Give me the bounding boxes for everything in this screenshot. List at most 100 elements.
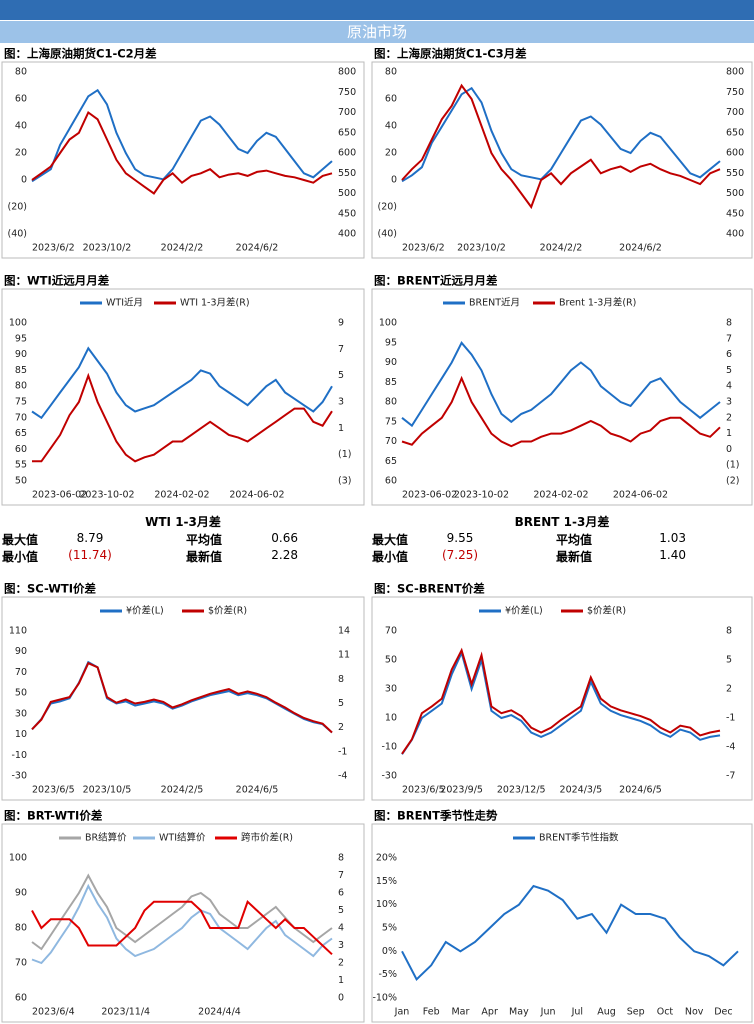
x-tick-label: Dec [714,1007,732,1018]
y-tick-label: 70 [385,436,397,447]
y-tick-label: 80 [15,67,27,78]
y2-tick-label: 0 [726,444,732,455]
legend-label: Brent 1-3月差(R) [559,297,636,309]
y2-tick-label: 700 [726,107,744,118]
y-tick-label: 10% [376,899,397,910]
x-tick-label: Jan [394,1007,410,1018]
series-line [31,661,333,734]
y2-tick-label: (1) [726,460,739,471]
x-tick-label: 2024-06-02 [613,490,668,501]
y2-tick-label: 1 [338,975,344,986]
y2-tick-label: 400 [338,229,356,240]
x-tick-label: Jul [571,1007,583,1018]
legend-label: WTI结算价 [159,832,206,844]
stat-value: 1.40 [659,548,686,562]
x-tick-label: 2024/6/5 [619,785,662,796]
series-line [31,883,333,965]
y-tick-label: -5% [379,969,398,980]
y-tick-label: 30 [385,684,397,695]
y2-tick-label: 7 [338,870,344,881]
legend-label: WTI近月 [106,297,143,309]
y2-tick-label: (2) [726,476,739,487]
stat-label: 最新值 [556,550,593,564]
legend-label: WTI 1-3月差(R) [180,297,250,309]
stat-label: 最大值 [372,533,409,547]
y2-tick-label: -1 [726,713,735,724]
x-tick-label: 2023/10/2 [83,243,132,254]
y-tick-label: -30 [11,771,27,782]
stat-value: 8.79 [76,531,104,545]
series-line [401,86,721,183]
y-tick-label: 0% [382,946,397,957]
y-tick-label: 100 [379,318,397,329]
y2-tick-label: 750 [338,87,356,98]
legend-label: $价差(R) [208,605,247,617]
x-tick-label: 2023/10/5 [83,785,132,796]
y-tick-label: 80 [15,381,27,392]
x-tick-label: 2023/6/4 [32,1007,75,1018]
x-tick-label: Oct [657,1007,674,1018]
legend-label: BRENT季节性指数 [539,832,619,844]
y-tick-label: 90 [15,888,27,899]
x-tick-label: May [509,1007,529,1018]
y-tick-label: 60 [385,476,397,487]
y2-tick-label: 5 [338,370,344,381]
y-tick-label: 20% [376,853,397,864]
stat-title: BRENT 1-3月差 [514,515,610,529]
y-tick-label: (20) [377,202,397,213]
y2-tick-label: (3) [338,476,351,487]
y-tick-label: 50 [385,655,397,666]
y-tick-label: 65 [15,428,27,439]
series-line [31,900,333,956]
x-tick-label: 2023-06-02 [32,490,87,501]
y-tick-label: 5% [382,923,397,934]
top-bar [0,0,754,20]
y-tick-label: 0 [21,175,27,186]
x-tick-label: Feb [423,1007,440,1018]
y-tick-label: (40) [377,229,397,240]
chart-title: 图：上海原油期货C1-C2月差 [4,47,157,61]
y2-tick-label: 550 [726,168,744,179]
x-tick-label: 2024/3/5 [560,785,603,796]
stat-label: 最小值 [372,550,409,564]
stat-label: 平均值 [556,533,593,547]
stat-label: 最小值 [2,550,39,564]
y2-tick-label: 0 [338,993,344,1004]
y-tick-label: 85 [15,365,27,376]
y-tick-label: -10 [381,742,397,753]
x-tick-label: 2023/9/5 [440,785,483,796]
y2-tick-label: 5 [338,905,344,916]
y-tick-label: 80 [15,923,27,934]
x-tick-label: 2024/6/2 [619,243,662,254]
y2-tick-label: 1 [338,423,344,434]
y2-tick-label: 450 [726,208,744,219]
chart-frame [371,823,753,1023]
chart-frame [1,61,365,259]
chart-title: 图：WTI近远月月差 [4,274,110,288]
x-tick-label: Mar [451,1007,469,1018]
y-tick-label: 90 [15,646,27,657]
x-tick-label: 2024/2/2 [540,243,583,254]
y-tick-label: 75 [385,416,397,427]
y2-tick-label: -4 [338,771,347,782]
y2-tick-label: 450 [338,208,356,219]
y2-tick-label: 8 [726,626,732,637]
chart-title: 图：SC-WTI价差 [4,582,97,596]
series-line [32,372,333,463]
y-tick-label: 80 [385,67,397,78]
y-tick-label: 70 [15,958,27,969]
x-tick-label: Apr [481,1007,498,1018]
legend-label: $价差(R) [587,605,626,617]
series-line [401,884,739,981]
x-tick-label: 2024/6/5 [236,785,279,796]
y-tick-label: 85 [385,377,397,388]
x-tick-label: 2023/12/5 [497,785,546,796]
y2-tick-label: 600 [726,148,744,159]
legend-label: ¥价差(L) [126,605,164,617]
y2-tick-label: 4 [338,923,344,934]
y-tick-label: 70 [15,412,27,423]
y-tick-label: 50 [15,688,27,699]
y2-tick-label: 600 [338,148,356,159]
y-tick-label: 95 [385,337,397,348]
